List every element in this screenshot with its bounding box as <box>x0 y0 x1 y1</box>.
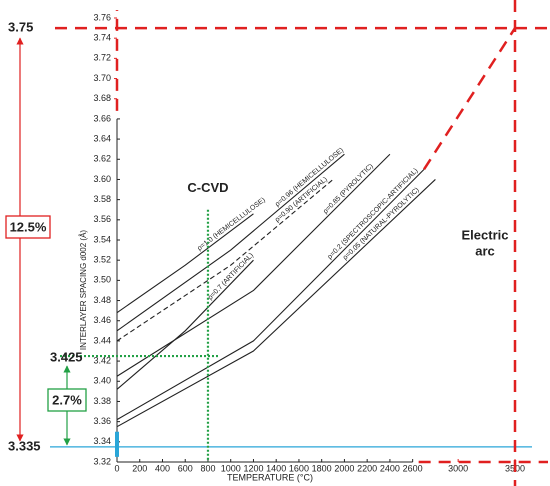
x-tick-label: 200 <box>132 463 147 473</box>
y-tick-label: 3.70 <box>93 73 111 83</box>
y-tick-label: 3.54 <box>93 234 111 244</box>
percent-box <box>5 215 51 239</box>
x-tick-label: 3000 <box>448 463 468 473</box>
y-axis-label: INTERLAYER SPACING d002 (Å) <box>79 230 88 351</box>
x-tick-label: 1200 <box>243 463 263 473</box>
y-tick-label: 3.58 <box>93 194 111 204</box>
x-axis-label: TEMPERATURE (°C) <box>227 472 313 482</box>
curve <box>116 259 254 390</box>
y-tick-label: 3.36 <box>93 416 111 426</box>
y-tick-label: 3.66 <box>93 113 111 123</box>
y-tick-label: 3.48 <box>93 295 111 305</box>
y-tick-label: 3.62 <box>93 154 111 164</box>
percent-label: 12.5% <box>10 219 47 234</box>
level-label: 3.75 <box>8 20 33 35</box>
x-tick-label: 600 <box>178 463 193 473</box>
y-tick-label: 3.38 <box>93 396 111 406</box>
x-tick-label: 1600 <box>289 463 309 473</box>
x-tick-label: 2200 <box>357 463 377 473</box>
x-tick-label: 2600 <box>403 463 423 473</box>
y-tick-label: 3.74 <box>93 33 111 43</box>
x-tick-label: 400 <box>155 463 170 473</box>
curve <box>116 213 254 314</box>
curve-label: ρ=0.85 (PYROLYTIC) <box>322 163 375 216</box>
y-tick-label: 3.64 <box>93 133 111 143</box>
curve <box>116 179 334 342</box>
y-tick-label: 3.40 <box>93 376 111 386</box>
y-tick-label: 3.72 <box>93 53 111 63</box>
curve <box>116 179 436 428</box>
curve <box>116 168 425 421</box>
x-tick-label: 0 <box>114 463 119 473</box>
y-tick-label: 3.60 <box>93 174 111 184</box>
curve <box>116 153 391 377</box>
y-tick-label: 3.56 <box>93 214 111 224</box>
y-tick-label: 3.50 <box>93 275 111 285</box>
curve-label: ρ=0.05 (NATURAL-PYROLYTIC) <box>342 187 421 262</box>
level-label: 3.425 <box>50 349 83 364</box>
level-bar <box>115 431 119 457</box>
curve-label: ρ=0.2 (SPECTROSCOPIC-ARTIFICIAL) <box>326 167 419 261</box>
marker-label: arc <box>475 243 495 258</box>
percent-box <box>47 388 87 412</box>
x-tick-label: 800 <box>200 463 215 473</box>
extrapolation <box>422 27 517 171</box>
y-tick-label: 3.76 <box>93 12 111 22</box>
curve <box>116 153 345 332</box>
y-tick-label: 3.52 <box>93 255 111 265</box>
percent-label: 2.7% <box>52 392 82 407</box>
x-tick-label: 2000 <box>334 463 354 473</box>
level-label: 3.335 <box>8 438 41 453</box>
y-tick-label: 3.68 <box>93 93 111 103</box>
x-tick-label: 2400 <box>380 463 400 473</box>
x-tick-label: 1000 <box>221 463 241 473</box>
y-tick-label: 3.42 <box>93 355 111 365</box>
marker-label: Electric <box>462 227 509 242</box>
y-tick-label: 3.44 <box>93 335 111 345</box>
y-tick-label: 3.32 <box>93 456 111 466</box>
y-tick-label: 3.34 <box>93 436 111 446</box>
marker-label: C-CVD <box>187 180 228 195</box>
x-tick-label: 1800 <box>312 463 332 473</box>
y-tick-label: 3.46 <box>93 315 111 325</box>
x-tick-label: 1400 <box>266 463 286 473</box>
